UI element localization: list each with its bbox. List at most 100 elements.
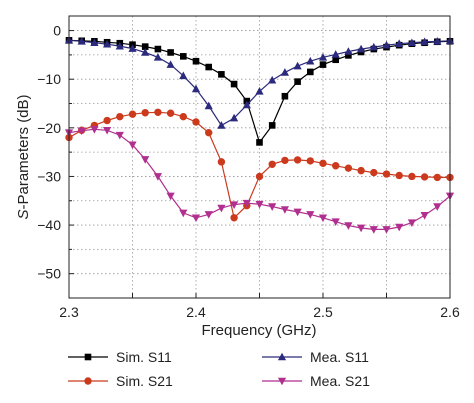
data-point-mea-s11 bbox=[395, 39, 404, 48]
data-point-mea-s11 bbox=[191, 84, 201, 93]
data-point-mea-s11 bbox=[344, 47, 353, 55]
data-point-mea-s21 bbox=[77, 127, 86, 136]
y-tick-label: −10 bbox=[37, 71, 61, 87]
data-point-mea-s21 bbox=[255, 200, 264, 209]
y-axis-title: S-Parameters (dB) bbox=[15, 94, 32, 219]
data-point-sim-s21 bbox=[205, 128, 213, 137]
data-point-mea-s11 bbox=[128, 44, 137, 52]
data-point-mea-s11 bbox=[230, 113, 239, 122]
data-point-mea-s21 bbox=[268, 203, 277, 211]
data-point-sim-s21 bbox=[166, 109, 175, 117]
data-point-sim-s11 bbox=[281, 92, 289, 100]
legend: Sim. S11 Mea. S11 Sim. S21 Mea. S21 bbox=[68, 349, 370, 389]
data-point-mea-s11 bbox=[103, 39, 112, 48]
data-point-sim-s21 bbox=[103, 116, 111, 125]
data-point-mea-s21 bbox=[318, 214, 328, 223]
data-point-mea-s11 bbox=[115, 41, 124, 50]
data-point-sim-s21 bbox=[382, 170, 391, 178]
data-point-mea-s11 bbox=[407, 38, 416, 47]
data-point-mea-s11 bbox=[331, 50, 340, 58]
y-axis-title-prefix: S bbox=[15, 210, 32, 220]
data-point-mea-s21 bbox=[357, 224, 366, 233]
legend-marker bbox=[84, 377, 92, 385]
data-point-sim-s11 bbox=[192, 57, 200, 65]
y-axis-title-rest: -Parameters (dB) bbox=[15, 94, 32, 209]
data-point-mea-s21 bbox=[179, 209, 188, 218]
data-point-sim-s11 bbox=[294, 78, 301, 85]
x-tick-label: 2.5 bbox=[313, 304, 333, 320]
data-point-mea-s21 bbox=[204, 211, 213, 219]
data-point-mea-s11 bbox=[153, 53, 162, 61]
legend-marker bbox=[84, 353, 92, 361]
data-point-mea-s21 bbox=[344, 222, 353, 230]
data-point-sim-s11 bbox=[167, 49, 174, 56]
data-point-mea-s11 bbox=[242, 100, 251, 109]
data-point-mea-s21 bbox=[191, 214, 201, 223]
data-point-mea-s21 bbox=[153, 173, 162, 181]
data-point-sim-s21 bbox=[154, 108, 162, 116]
data-point-sim-s11 bbox=[345, 52, 352, 59]
data-point-sim-s11 bbox=[141, 43, 149, 50]
data-point-sim-s21 bbox=[344, 164, 353, 172]
x-tick-label: 2.3 bbox=[59, 304, 79, 320]
data-point-mea-s11 bbox=[306, 56, 315, 65]
plot-frame bbox=[68, 15, 451, 299]
data-point-mea-s21 bbox=[407, 219, 416, 227]
x-axis-title: Frequency (GHz) bbox=[201, 322, 316, 339]
data-point-sim-s21 bbox=[179, 112, 187, 121]
legend-marker bbox=[277, 352, 287, 361]
data-point-mea-s11 bbox=[357, 44, 366, 53]
data-point-mea-s11 bbox=[369, 42, 378, 51]
data-point-sim-s11 bbox=[205, 63, 212, 71]
data-point-mea-s11 bbox=[179, 71, 188, 80]
legend-marker bbox=[277, 377, 287, 386]
data-point-mea-s21 bbox=[293, 208, 302, 217]
data-point-sim-s11 bbox=[256, 139, 263, 146]
data-point-sim-s11 bbox=[307, 68, 314, 76]
tick-labels: 0 −10 −20 −30 −40 −50 2.3 2.4 2.5 2.6 bbox=[37, 23, 460, 320]
data-point-mea-s21 bbox=[280, 206, 289, 214]
x-tick-label: 2.6 bbox=[440, 304, 460, 320]
data-point-sim-s21 bbox=[230, 214, 238, 222]
data-point-sim-s21 bbox=[408, 172, 416, 181]
data-point-sim-s21 bbox=[255, 172, 264, 181]
data-point-sim-s11 bbox=[319, 61, 327, 68]
data-point-sim-s21 bbox=[370, 168, 378, 177]
y-tick-label: −30 bbox=[37, 168, 61, 184]
legend-item-mea-s11: Mea. S11 bbox=[262, 349, 369, 365]
legend-label: Mea. S11 bbox=[310, 349, 369, 365]
data-point-sim-s11 bbox=[268, 122, 276, 129]
data-point-sim-s21 bbox=[420, 173, 429, 181]
data-point-mea-s21 bbox=[382, 226, 391, 234]
data-point-mea-s11 bbox=[382, 40, 391, 49]
data-point-mea-s11 bbox=[318, 53, 328, 61]
y-tick-label: 0 bbox=[53, 23, 61, 39]
data-point-mea-s21 bbox=[331, 218, 340, 226]
data-point-mea-s21 bbox=[420, 212, 429, 220]
data-point-mea-s21 bbox=[166, 192, 175, 201]
data-point-sim-s21 bbox=[319, 159, 327, 168]
data-point-mea-s11 bbox=[280, 68, 289, 76]
data-point-sim-s21 bbox=[281, 156, 289, 165]
legend-label: Sim. S21 bbox=[116, 373, 173, 389]
data-point-mea-s21 bbox=[433, 203, 442, 211]
data-point-mea-s11 bbox=[268, 75, 277, 84]
data-point-sim-s11 bbox=[230, 80, 238, 88]
data-point-mea-s11 bbox=[217, 121, 226, 129]
y-tick-label: −20 bbox=[37, 120, 61, 136]
legend-label: Sim. S11 bbox=[116, 349, 172, 365]
legend-item-sim-s11: Sim. S11 bbox=[68, 349, 172, 365]
data-point-mea-s21 bbox=[395, 223, 404, 232]
legend-item-mea-s21: Mea. S21 bbox=[262, 373, 370, 389]
data-point-mea-s21 bbox=[115, 131, 124, 140]
data-point-mea-s21 bbox=[230, 201, 239, 209]
data-point-mea-s11 bbox=[433, 36, 442, 45]
data-point-mea-s21 bbox=[141, 156, 150, 164]
data-point-sim-s21 bbox=[357, 166, 365, 175]
data-point-mea-s21 bbox=[103, 126, 112, 135]
data-point-mea-s21 bbox=[217, 204, 226, 213]
series-mea-s21 bbox=[64, 125, 455, 234]
data-point-sim-s11 bbox=[218, 71, 225, 78]
data-point-mea-s11 bbox=[77, 36, 86, 45]
